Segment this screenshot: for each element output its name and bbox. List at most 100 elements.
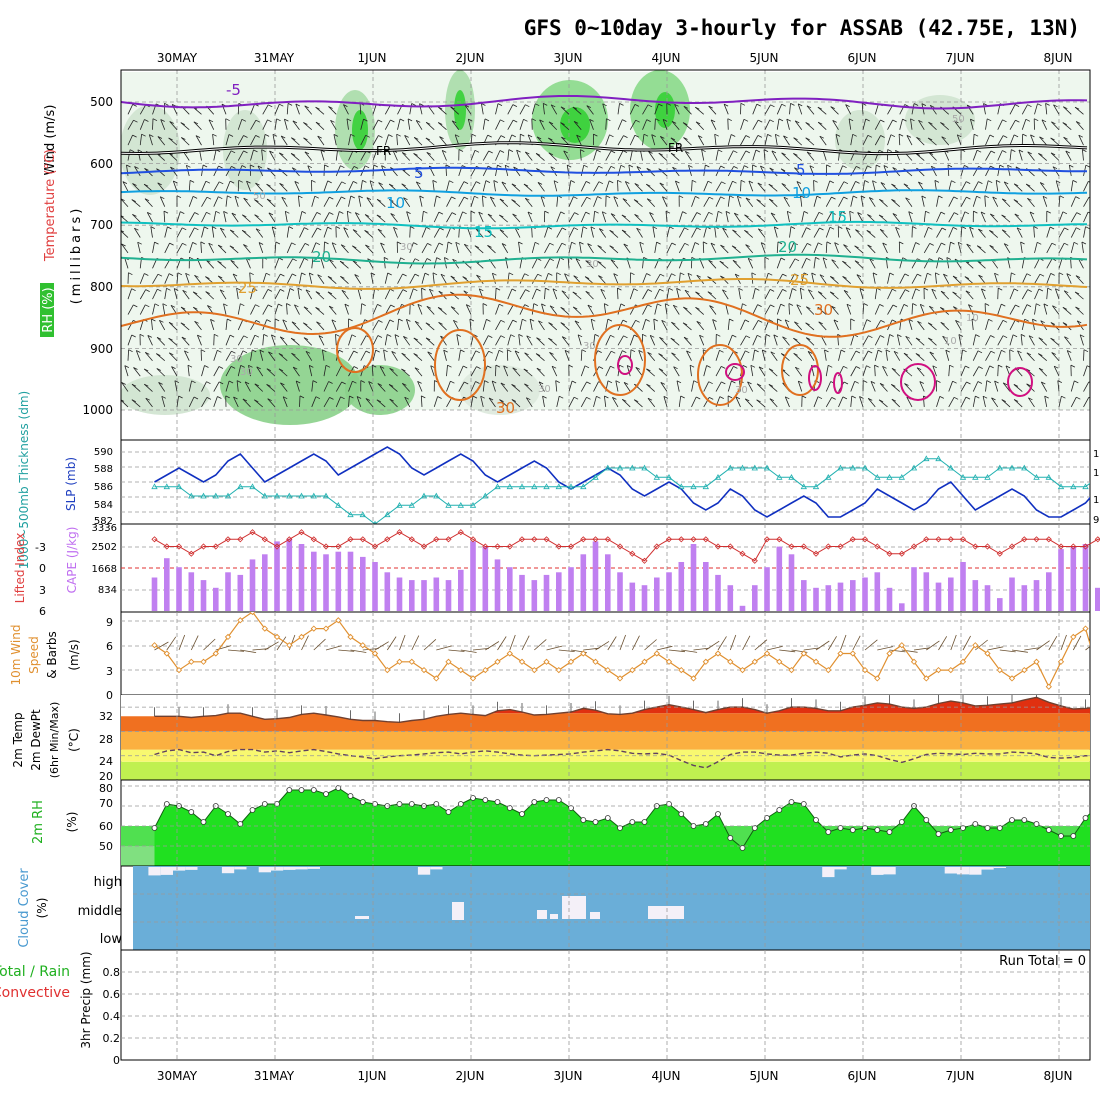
precip-tick: 0.8 <box>103 966 121 979</box>
date-label-top: 6JUN <box>848 51 877 65</box>
rh2m-point <box>1071 834 1076 839</box>
ylabel-total-rain: Total / Rain <box>0 964 70 980</box>
contour-label-fr: FR <box>376 144 391 158</box>
cape-bar <box>556 572 562 611</box>
cape-bar <box>1083 544 1089 611</box>
ylabel-2m-dewpt: 2m DewPt <box>29 709 43 771</box>
date-label-top: 5JUN <box>750 51 779 65</box>
rh2m-point <box>593 820 598 825</box>
rh2m-point <box>250 808 255 813</box>
cape-bar <box>434 578 440 612</box>
rh2m-point <box>324 792 329 797</box>
thickness-tick: 586 <box>94 482 113 493</box>
ylabel-2m-temp: 2m Temp <box>11 712 25 767</box>
cloud-high-gap <box>994 867 1006 868</box>
ylabel-cloud-cover: Cloud Cover <box>17 868 32 948</box>
contour-label-30: 30 <box>496 399 515 417</box>
precip-tick: 0 <box>113 1054 120 1067</box>
rh-label: 30 <box>400 242 413 253</box>
wind-panel-frame <box>121 612 1090 695</box>
cloud-cover-panel: high middle low Cloud Cover (%) <box>17 866 1090 950</box>
cape-bar <box>470 541 476 611</box>
cloud-level-high: high <box>94 875 122 890</box>
ylabel-temperature: Temperature (°C) <box>43 149 58 262</box>
rh2m-point <box>556 798 561 803</box>
rh2m-axis: 80 70 60 50 <box>99 782 113 853</box>
rh2m-point <box>360 800 365 805</box>
cape-bar <box>826 585 832 611</box>
rh2m-point <box>679 812 684 817</box>
wind-axis: 9 6 3 0 <box>106 616 113 702</box>
cape-bar <box>1022 585 1028 611</box>
cloud-mid-gap <box>648 906 684 919</box>
ylabel-cloud-unit: (%) <box>35 898 49 919</box>
wind-barb-staff <box>1084 350 1085 361</box>
rh2m-point <box>446 810 451 815</box>
cape-bar <box>409 580 415 611</box>
temp-tick: 28 <box>99 733 113 746</box>
ylabel-cape: CAPE (J/kg) <box>65 527 79 594</box>
rh2m-point <box>189 810 194 815</box>
cape-bar <box>703 562 709 611</box>
rh2m-tick: 80 <box>99 782 113 795</box>
cape-bar <box>238 575 244 611</box>
rh2m-point <box>605 816 610 821</box>
wind-tick: 6 <box>106 640 113 653</box>
rh2m-tick: 60 <box>99 820 113 833</box>
cape-bar <box>262 554 268 611</box>
ylabel-minmax: (6hr Min/Max) <box>48 702 61 779</box>
ylabel-convective: Convective <box>0 985 70 1001</box>
date-label-top: 31MAY <box>254 51 295 65</box>
cloud-high-gap <box>822 867 834 877</box>
precip-panel: 0.8 0.6 0.4 0.2 0 Run Total = 0 Total / … <box>0 950 1090 1067</box>
cape-bar <box>299 544 305 611</box>
rh2m-tick: 50 <box>99 840 113 853</box>
rh2m-point <box>226 812 231 817</box>
cape-bar <box>679 562 685 611</box>
cape-bar <box>838 583 844 611</box>
rh-label: 30 <box>240 367 253 378</box>
cloud-high-gap <box>871 867 883 875</box>
temp-tick: 32 <box>99 710 113 723</box>
run-total-label: Run Total = 0 <box>999 954 1086 969</box>
cloud-high-gap <box>834 867 846 869</box>
cape-bar <box>446 580 452 611</box>
rh-shade-core <box>352 110 368 150</box>
date-label-top: 4JUN <box>652 51 681 65</box>
rh2m-point <box>201 820 206 825</box>
cape-tick: 834 <box>98 585 117 596</box>
cloud-high-gap <box>430 867 442 869</box>
cloud-mid-gap <box>537 910 547 919</box>
rh2m-point <box>642 820 647 825</box>
rh-shade-blob <box>120 105 180 195</box>
date-label-bottom: 7JUN <box>946 1069 975 1083</box>
rh2m-point <box>520 812 525 817</box>
rh-shade-core <box>560 107 590 143</box>
thickness-tick: 590 <box>94 447 113 458</box>
cape-bar <box>948 578 954 612</box>
cape-bar <box>397 578 403 612</box>
cape-bar <box>1095 588 1100 611</box>
cape-bar <box>862 578 868 612</box>
cape-axis: 3336 2502 1668 834 <box>92 523 117 596</box>
precip-tick: 0.2 <box>103 1032 121 1045</box>
wind-barb-staff <box>300 396 301 407</box>
wind-barb-staff <box>324 165 325 176</box>
top-date-axis: 30MAY 31MAY 1JUN 2JUN 3JUN 4JUN 5JUN 6JU… <box>157 51 1073 65</box>
cape-bar <box>1058 549 1064 611</box>
rh2m-point <box>850 828 855 833</box>
cloud-mid-gap <box>590 912 600 919</box>
date-label-top: 30MAY <box>157 51 198 65</box>
thickness-tick: 584 <box>94 500 113 511</box>
wind-barb-staff <box>410 227 411 238</box>
cape-bar <box>875 572 881 611</box>
ylabel-2m-rh: 2m RH <box>31 800 46 844</box>
rh2m-panel: 80 70 60 50 2m RH (%) <box>31 780 1100 866</box>
upper-ylabels: Wind (m/s) Temperature (°C) RH (%) (mill… <box>40 105 84 337</box>
rh2m-point <box>630 820 635 825</box>
cape-bar <box>924 572 930 611</box>
cloud-high-gap <box>222 867 234 873</box>
cloud-high-gap <box>295 867 307 869</box>
rh-shade-blob <box>835 110 885 170</box>
cape-bar <box>311 552 317 611</box>
